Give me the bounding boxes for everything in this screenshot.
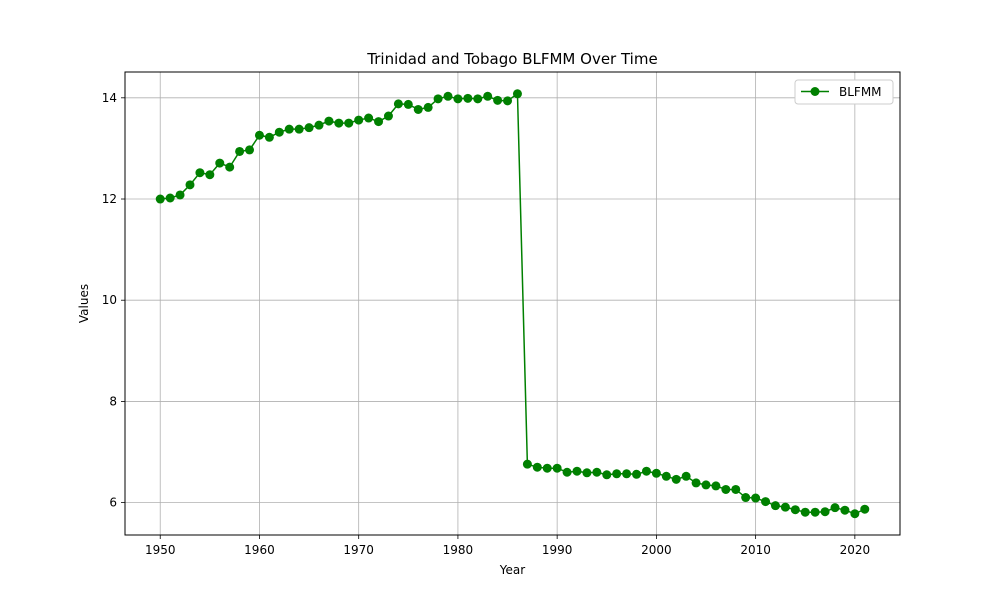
data-point — [522, 459, 532, 469]
data-point — [185, 180, 195, 190]
data-point — [304, 123, 314, 133]
data-point — [602, 470, 612, 480]
data-point — [661, 471, 671, 481]
data-point — [850, 509, 860, 519]
data-point — [423, 102, 433, 112]
data-point — [632, 469, 642, 479]
plot-area-frame — [124, 71, 901, 536]
data-point — [155, 194, 165, 204]
data-point — [840, 505, 850, 515]
x-tick-label: 1960 — [244, 543, 275, 557]
data-point — [691, 478, 701, 488]
data-point — [592, 467, 602, 477]
data-point — [731, 484, 741, 494]
data-point — [393, 99, 403, 109]
data-point — [205, 170, 215, 180]
data-point — [165, 193, 175, 203]
data-point — [433, 94, 443, 104]
data-point — [800, 507, 810, 517]
data-point — [383, 111, 393, 121]
data-point — [701, 480, 711, 490]
y-axis-label: Values — [77, 284, 91, 323]
data-point — [671, 474, 681, 484]
data-point — [225, 162, 235, 172]
data-point — [175, 190, 185, 200]
data-point — [761, 497, 771, 507]
legend-frame — [794, 79, 894, 105]
data-point — [721, 484, 731, 494]
data-point — [413, 104, 423, 114]
data-point — [364, 113, 374, 123]
data-point — [512, 89, 522, 99]
data-point — [751, 493, 761, 503]
data-point — [562, 467, 572, 477]
legend-label: BLFMM — [839, 85, 882, 99]
data-point — [403, 99, 413, 109]
y-tick-label: 12 — [102, 192, 117, 206]
data-point — [830, 503, 840, 513]
data-point — [681, 471, 691, 481]
data-point — [453, 94, 463, 104]
data-point — [324, 116, 334, 126]
legend-marker-swatch — [810, 87, 820, 96]
data-point — [532, 462, 542, 472]
data-point — [651, 468, 661, 478]
data-point — [741, 493, 751, 503]
y-tick-label: 8 — [109, 394, 117, 408]
data-point — [790, 505, 800, 515]
x-tick-label: 2000 — [641, 543, 672, 557]
y-tick-label: 10 — [102, 293, 117, 307]
data-point — [582, 468, 592, 478]
data-point — [493, 95, 503, 105]
data-point — [820, 507, 830, 517]
data-point — [443, 91, 453, 101]
data-point — [334, 118, 344, 128]
data-point — [770, 501, 780, 511]
data-point — [483, 91, 493, 101]
y-tick-label: 14 — [102, 91, 117, 105]
data-point — [572, 466, 582, 476]
data-point — [641, 466, 651, 476]
data-point — [254, 130, 264, 140]
x-tick-label: 1970 — [343, 543, 374, 557]
x-axis: 1950 1960 1970 1980 1990 2000 2010 2020 — [145, 535, 870, 557]
series-layer — [155, 89, 870, 519]
y-tick-label: 6 — [109, 496, 117, 510]
data-point — [473, 94, 483, 104]
data-point — [711, 481, 721, 491]
x-axis-label: Year — [499, 563, 525, 577]
x-tick-label: 1980 — [443, 543, 474, 557]
data-point — [344, 118, 354, 128]
data-point — [195, 168, 205, 178]
data-point — [503, 96, 513, 106]
data-point — [215, 158, 225, 168]
data-point — [622, 469, 632, 479]
data-point — [235, 146, 245, 156]
x-tick-label: 2020 — [840, 543, 871, 557]
y-axis: 6 8 10 12 14 — [102, 91, 125, 510]
x-tick-label: 2010 — [740, 543, 771, 557]
x-tick-label: 1990 — [542, 543, 573, 557]
data-point — [294, 124, 304, 134]
data-point — [274, 127, 284, 137]
x-tick-label: 1950 — [145, 543, 176, 557]
data-point — [374, 117, 384, 127]
data-point — [780, 502, 790, 512]
grid — [125, 72, 900, 535]
data-point — [552, 463, 562, 473]
data-point — [264, 132, 274, 142]
data-point — [612, 469, 622, 479]
data-point — [245, 145, 255, 155]
chart-title: Trinidad and Tobago BLFMM Over Time — [366, 50, 657, 68]
data-point — [860, 504, 870, 514]
data-point — [314, 120, 324, 130]
data-point — [542, 463, 552, 473]
legend: BLFMM — [794, 79, 894, 105]
data-point — [810, 507, 820, 517]
data-point — [354, 115, 364, 125]
data-point — [463, 93, 473, 103]
data-point — [284, 124, 294, 134]
